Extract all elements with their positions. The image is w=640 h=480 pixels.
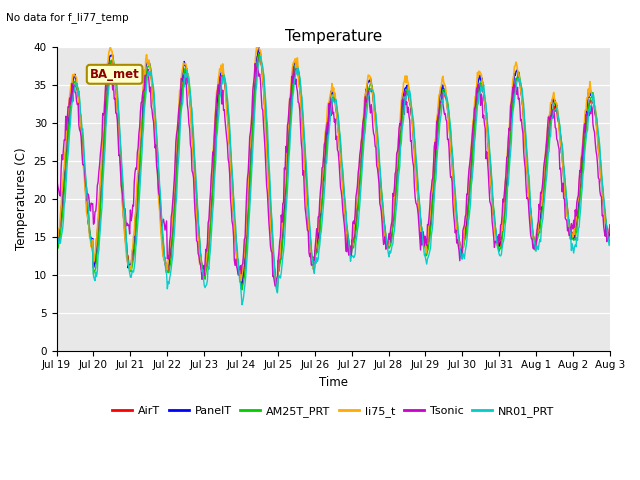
Text: No data for f_li77_temp: No data for f_li77_temp bbox=[6, 12, 129, 23]
Legend: AirT, PanelT, AM25T_PRT, li75_t, Tsonic, NR01_PRT: AirT, PanelT, AM25T_PRT, li75_t, Tsonic,… bbox=[108, 402, 559, 421]
Title: Temperature: Temperature bbox=[285, 29, 382, 44]
Y-axis label: Temperatures (C): Temperatures (C) bbox=[15, 147, 28, 250]
X-axis label: Time: Time bbox=[319, 376, 348, 389]
Text: BA_met: BA_met bbox=[90, 68, 140, 81]
